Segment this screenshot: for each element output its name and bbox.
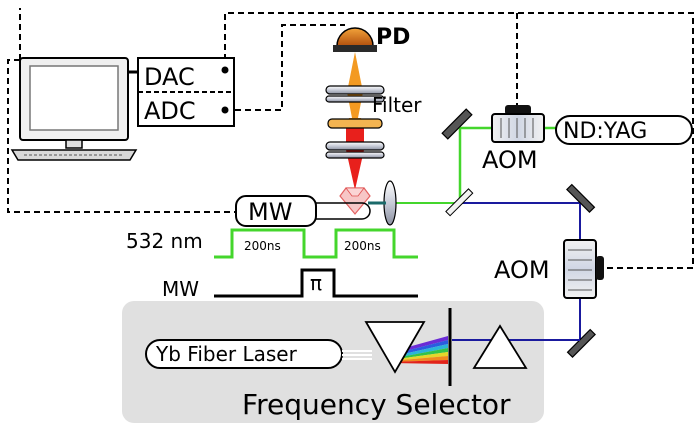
keyboard-icon <box>10 149 138 161</box>
filter-icon <box>327 118 383 129</box>
mw-box-label: MW <box>248 198 292 226</box>
aom-top-label: AOM <box>482 146 538 174</box>
dichroic-mirror <box>445 188 474 217</box>
mw-pulse <box>214 268 418 298</box>
pd-label: PD <box>376 25 410 50</box>
dac-label: DAC <box>144 63 195 91</box>
wavelength-label: 532 nm <box>126 229 203 253</box>
lens-icon <box>325 141 385 159</box>
pi-label: π <box>310 271 322 295</box>
control-wiring <box>7 8 694 269</box>
ndyag-laser: ND:YAG <box>555 115 693 145</box>
aom-right <box>563 239 604 299</box>
pulse2-label: 200ns <box>344 239 381 253</box>
mirror-icon <box>441 108 473 140</box>
mirror-icon <box>566 328 596 358</box>
adc-label: ADC <box>144 97 196 125</box>
fiber-output <box>342 350 372 360</box>
mw-row-label: MW <box>162 277 199 301</box>
ndyag-label: ND:YAG <box>563 119 647 144</box>
lens-icon <box>325 85 385 103</box>
aom-top <box>491 105 545 143</box>
yb-fiber-laser: Yb Fiber Laser <box>145 339 343 369</box>
frequency-selector-label: Frequency Selector <box>242 388 511 421</box>
filter-label: Filter <box>372 93 422 117</box>
prism-icon <box>364 321 426 374</box>
diamond-icon <box>339 187 371 215</box>
computer <box>10 57 138 161</box>
photodiode-icon <box>333 27 377 52</box>
computer-monitor-icon <box>19 57 129 149</box>
mw-box: MW <box>235 195 371 227</box>
yb-laser-label: Yb Fiber Laser <box>155 342 298 366</box>
prism-icon <box>472 324 528 369</box>
green-pulse-train <box>214 228 418 259</box>
pulse1-label: 200ns <box>244 239 281 253</box>
mirror-icon <box>566 183 596 213</box>
dac-adc-box: DAC ADC <box>137 57 235 127</box>
aom-right-label: AOM <box>494 256 550 284</box>
